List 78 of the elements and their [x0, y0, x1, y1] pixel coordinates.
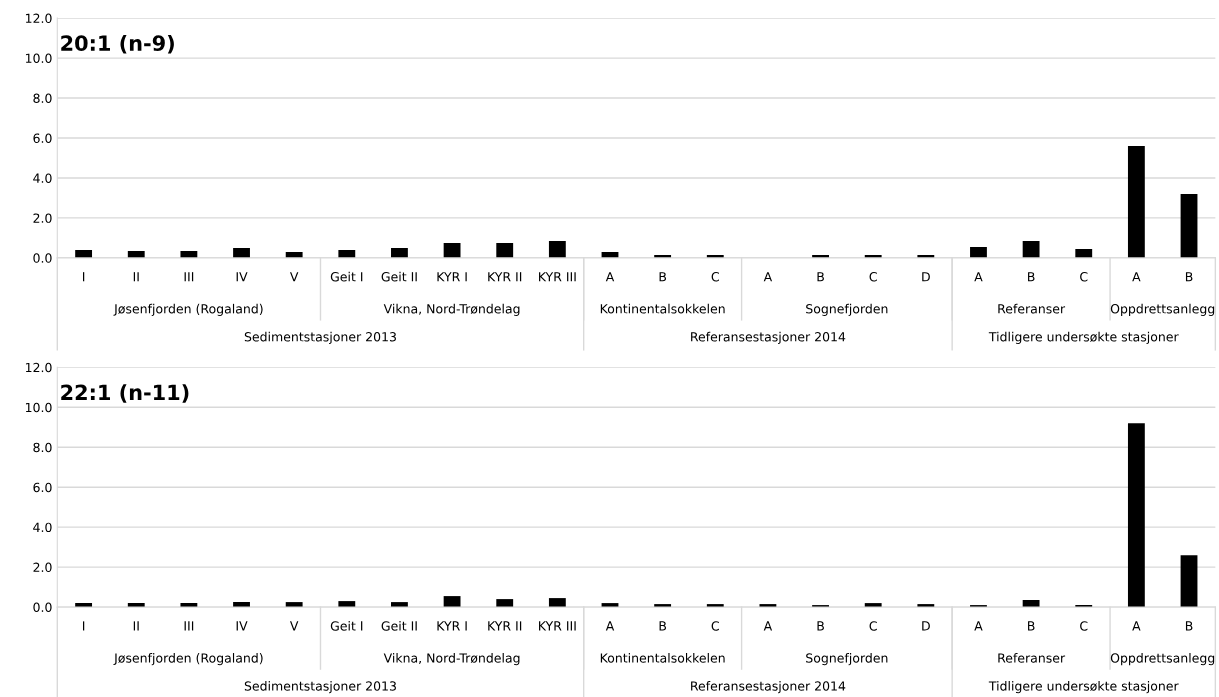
- x-tick-label: B: [1185, 272, 1193, 282]
- x-tick-label: B: [1028, 272, 1035, 282]
- x-tick-label: A: [974, 621, 983, 631]
- x-tick-label: A: [605, 621, 615, 631]
- text: Jøsenfjorden (Rogaland): [113, 303, 263, 316]
- x-tick-label: Geit II: [381, 620, 417, 631]
- x-tick-label: A: [763, 272, 773, 282]
- text: Referanser: [998, 653, 1066, 663]
- text: Referanser: [998, 303, 1066, 314]
- y-tick-label: 2.0: [33, 562, 52, 573]
- y-tick-label: 4.0: [33, 522, 52, 533]
- text: Sognefjorden: [806, 653, 888, 666]
- y-tick-label: 10.0: [25, 53, 52, 64]
- x-tick-label: KYR II: [488, 621, 522, 631]
- y-tick-label: 8.0: [33, 93, 52, 103]
- x-tick-label: III: [184, 621, 194, 631]
- text: Sedimentstasjoner 2013: [244, 681, 396, 694]
- x-tick-label: A: [763, 621, 773, 631]
- x-tick-label: C: [1080, 272, 1088, 282]
- x-tick-label: Geit I: [330, 271, 363, 282]
- x-tick-label: D: [922, 272, 930, 282]
- x-tick-label: KYR I: [437, 621, 467, 631]
- x-tick-label: B: [1028, 621, 1035, 631]
- text: Tidligere undersøkte stasjoner: [988, 681, 1179, 694]
- x-tick-label: B: [1185, 621, 1193, 631]
- x-tick-label: I: [83, 272, 85, 282]
- x-tick-label: KYR I: [437, 272, 467, 282]
- y-tick-label: 10.0: [25, 402, 52, 413]
- x-tick-label: KYR III: [539, 272, 576, 282]
- x-tick-label: III: [184, 272, 194, 282]
- text: Tidligere undersøkte stasjoner: [988, 331, 1179, 344]
- y-tick-label: 0.0: [33, 602, 52, 613]
- x-tick-label: A: [1132, 621, 1141, 631]
- text: Referansestasjoner 2014: [691, 331, 846, 344]
- x-tick-label: KYR III: [539, 621, 576, 631]
- x-tick-label: C: [711, 272, 719, 282]
- x-tick-label: I: [83, 621, 85, 631]
- y-tick-label: 8.0: [33, 442, 52, 453]
- x-tick-label: B: [817, 272, 824, 282]
- text: Sognefjorden: [806, 303, 888, 316]
- x-tick-label: Geit II: [381, 271, 417, 282]
- text: Kontinentalsokkelen: [600, 303, 725, 314]
- x-tick-label: A: [1132, 272, 1141, 282]
- y-tick-label: 2.0: [33, 213, 52, 223]
- text: Referansestasjoner 2014: [691, 681, 846, 694]
- x-tick-label: V: [289, 621, 299, 631]
- y-tick-label: 6.0: [33, 482, 52, 493]
- x-tick-label: II: [133, 272, 139, 282]
- x-tick-label: II: [133, 621, 139, 631]
- text: Vikna, Nord-Trøndelag: [383, 303, 520, 316]
- text: Oppdrettsanlegg: [1110, 653, 1215, 666]
- y-tick-label: 12.0: [25, 13, 52, 24]
- text: 20:1 (n-9): [61, 34, 174, 54]
- x-tick-label: IV: [236, 621, 248, 631]
- x-tick-label: B: [817, 621, 824, 631]
- text: Oppdrettsanlegg: [1110, 303, 1215, 316]
- y-tick-label: 6.0: [33, 133, 52, 143]
- x-tick-label: V: [289, 272, 299, 282]
- x-tick-label: D: [922, 621, 930, 631]
- x-tick-label: Geit I: [330, 620, 363, 631]
- x-tick-label: C: [1080, 621, 1088, 631]
- x-tick-label: A: [974, 272, 983, 282]
- y-tick-label: 4.0: [33, 173, 52, 183]
- x-tick-label: B: [659, 272, 667, 282]
- text: Sedimentstasjoner 2013: [244, 331, 396, 344]
- text: Kontinentalsokkelen: [600, 653, 725, 663]
- text: 22:1 (n-11): [61, 384, 189, 403]
- text: Jøsenfjorden (Rogaland): [113, 653, 263, 666]
- y-tick-label: 0.0: [33, 253, 52, 263]
- y-tick-label: 12.0: [25, 362, 52, 373]
- x-tick-label: C: [711, 621, 719, 631]
- x-tick-label: B: [659, 621, 667, 631]
- x-tick-label: A: [605, 272, 615, 282]
- text: Vikna, Nord-Trøndelag: [383, 653, 520, 666]
- x-tick-label: KYR II: [488, 272, 522, 282]
- x-tick-label: C: [869, 621, 877, 631]
- x-tick-label: IV: [236, 272, 248, 282]
- x-tick-label: C: [869, 272, 877, 282]
